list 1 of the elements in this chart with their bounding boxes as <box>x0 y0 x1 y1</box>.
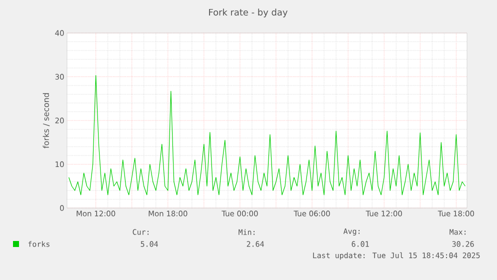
chart-title: Fork rate - by day <box>209 8 288 18</box>
